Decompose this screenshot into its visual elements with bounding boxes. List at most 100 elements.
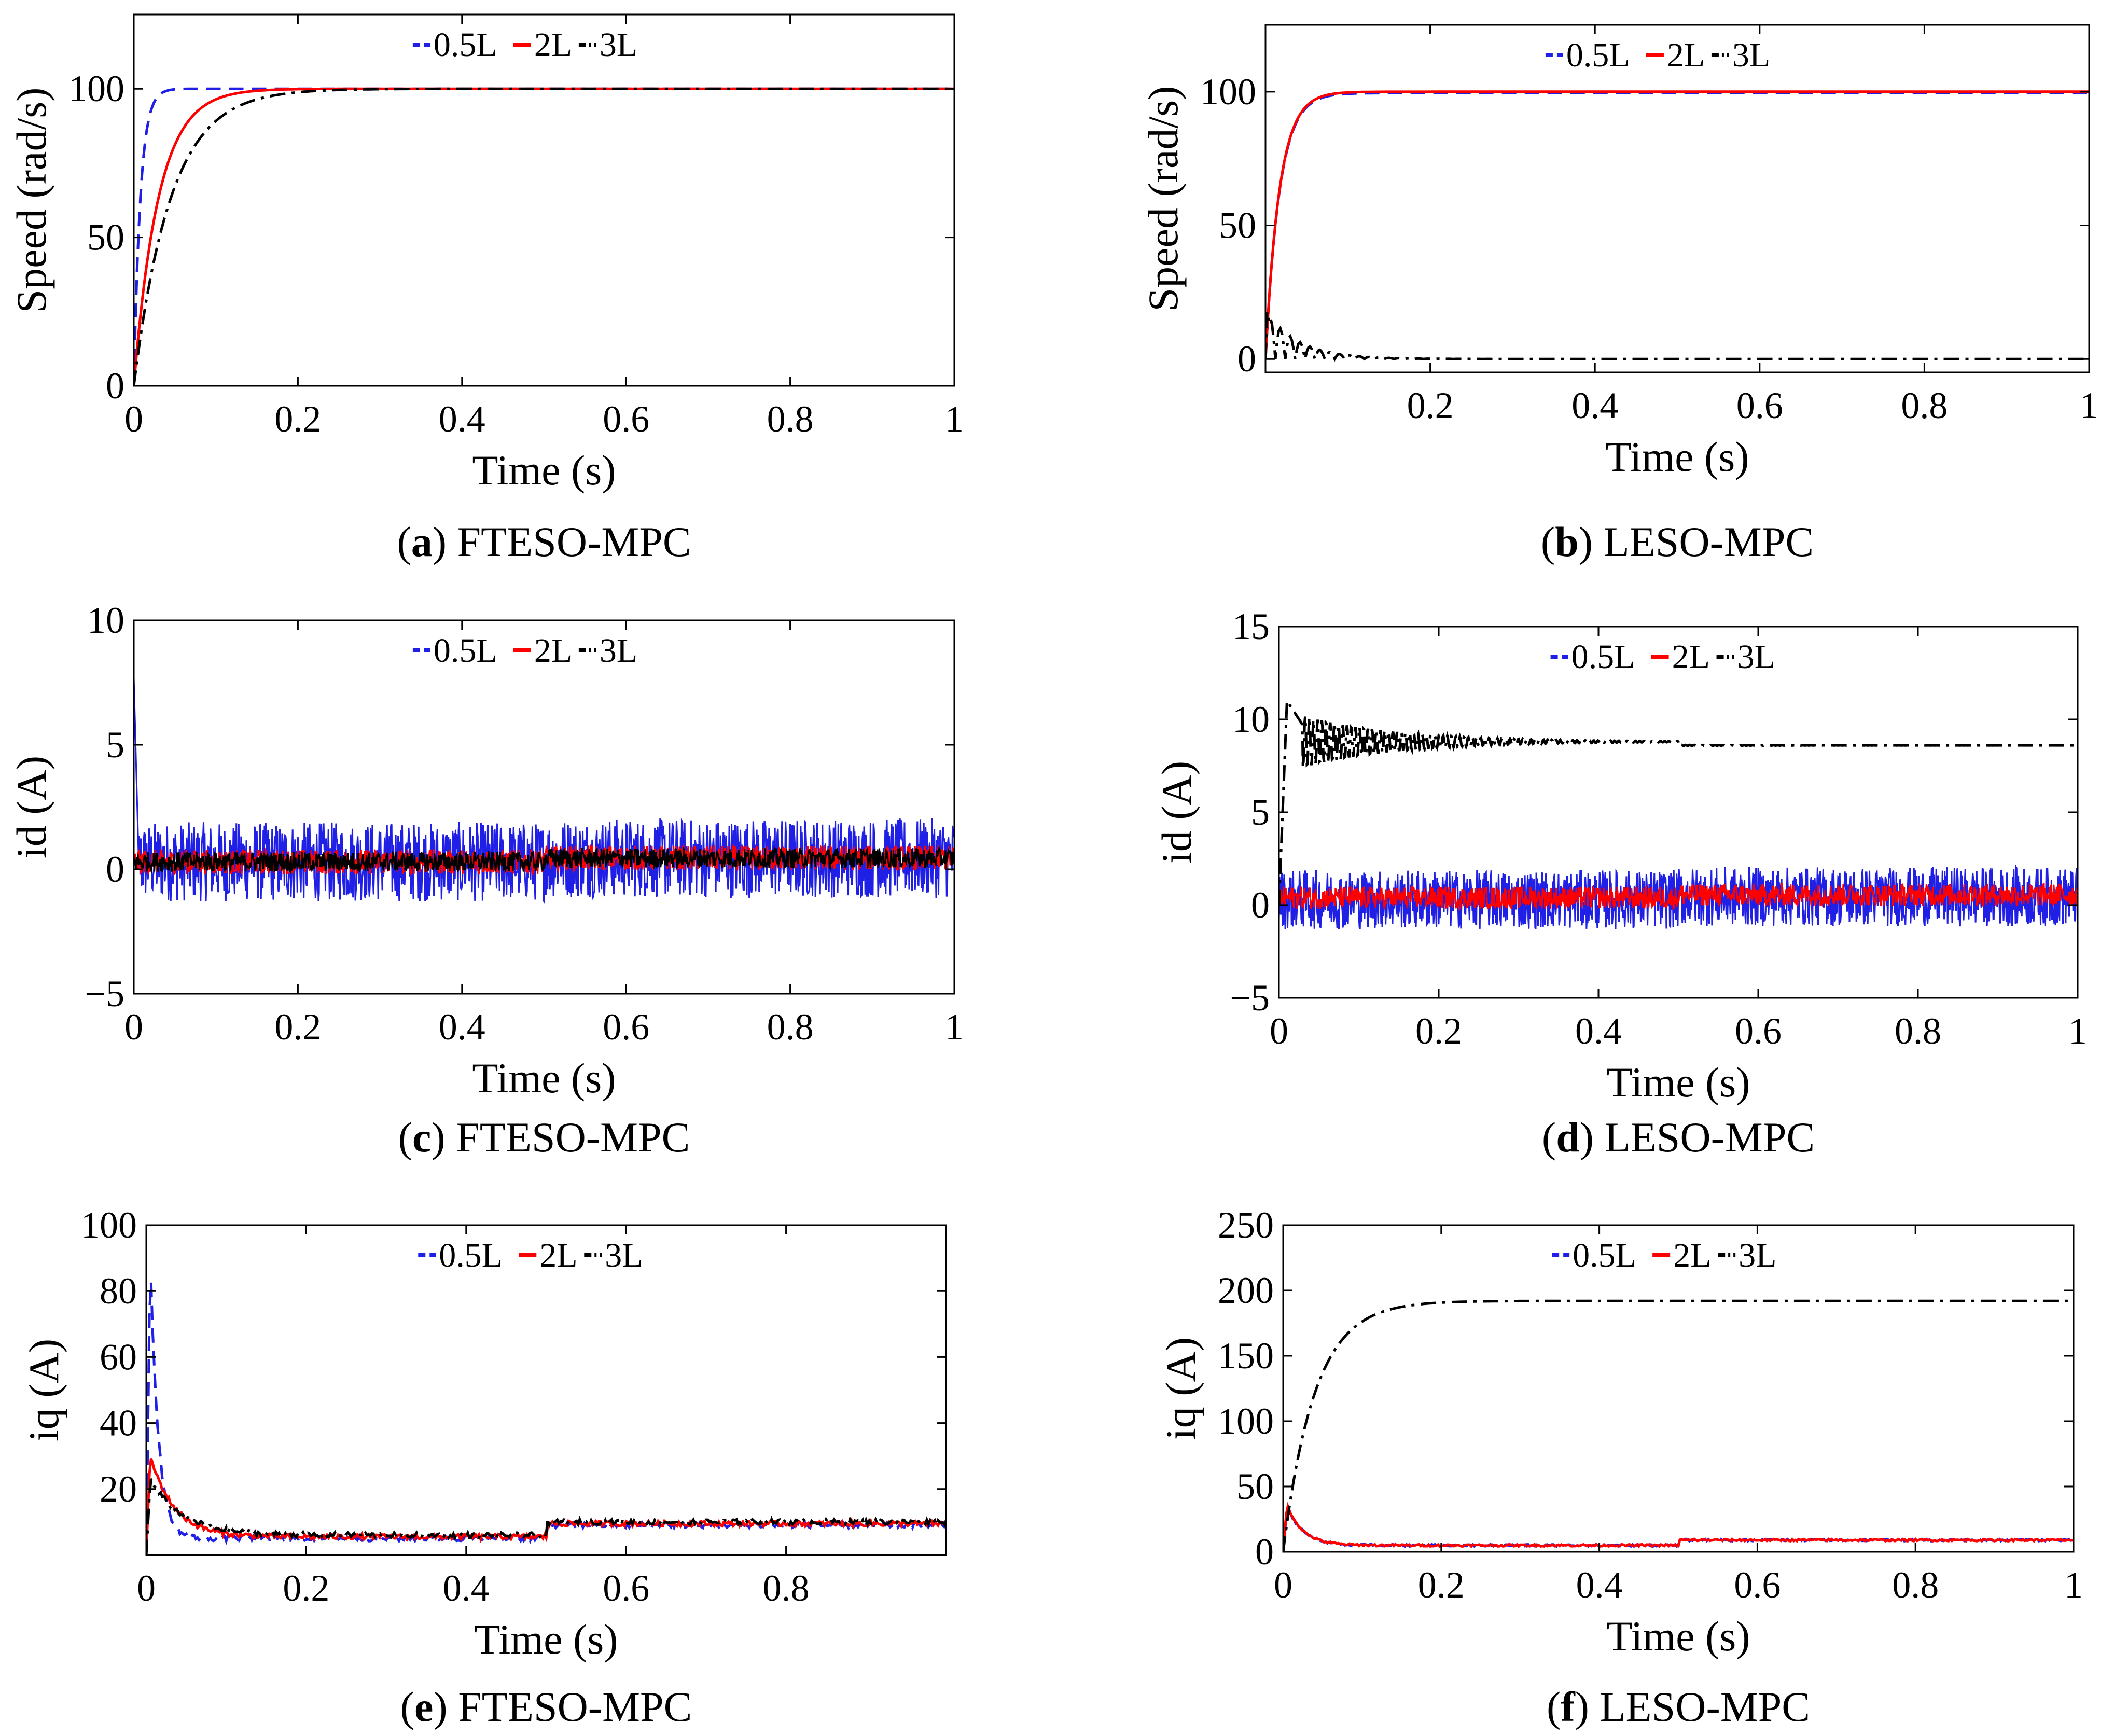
caption-text-f: LESO-MPC: [1600, 1683, 1810, 1730]
ytick-label-d-1: 0: [1251, 884, 1270, 926]
ytick-label-c-3: 10: [87, 600, 124, 641]
caption-a: (a) FTESO-MPC: [397, 518, 691, 565]
ytick-label-f-5: 250: [1218, 1204, 1274, 1246]
ytick-label-f-2: 100: [1218, 1400, 1274, 1442]
xtick-label-f-0: 0: [1274, 1564, 1292, 1606]
ytick-label-a-1: 50: [87, 217, 124, 258]
caption-letter-c: c: [412, 1114, 431, 1161]
xtick-label-d-1: 0.2: [1415, 1010, 1462, 1052]
legend-c: 0.5L 2L 3L: [412, 632, 637, 670]
series-a-3L: [134, 87, 954, 386]
caption-text-c: FTESO-MPC: [456, 1114, 690, 1161]
series-c-0.5L: [134, 677, 954, 904]
ytick-label-d-3: 10: [1232, 699, 1270, 740]
xtick-label-f-4: 0.8: [1892, 1564, 1939, 1606]
legend-label-a-2L: 2L: [534, 26, 572, 64]
ytick-label-f-0: 0: [1255, 1531, 1274, 1573]
xtick-label-f-3: 0.6: [1734, 1564, 1781, 1606]
ytick-label-d-4: 15: [1232, 606, 1270, 647]
xtick-label-c-1: 0.2: [274, 1006, 321, 1048]
series-d-2L: [1279, 882, 2078, 911]
axes-box-a: [133, 13, 955, 387]
legend-label-a-0.5L: 0.5L: [434, 26, 497, 64]
xtick-label-d-4: 0.8: [1895, 1010, 1941, 1052]
legend-label-e-2L: 2L: [539, 1237, 577, 1274]
legend-label-d-2L: 2L: [1672, 638, 1710, 676]
xtick-label-b-0: 0.2: [1407, 385, 1454, 426]
ytick-label-b-2: 100: [1200, 71, 1256, 113]
xtick-label-e-0: 0: [137, 1567, 156, 1609]
series-e-2L: [146, 1457, 946, 1554]
xlabel-d: Time (s): [1606, 1059, 1750, 1106]
ytick-label-d-2: 5: [1251, 791, 1270, 833]
caption-letter-d: d: [1556, 1114, 1580, 1161]
ytick-label-c-0: −5: [85, 973, 124, 1015]
xtick-label-a-5: 1: [945, 398, 964, 440]
ytick-label-f-1: 50: [1236, 1466, 1274, 1507]
xtick-label-b-3: 0.8: [1901, 385, 1948, 426]
series-e-0.5L: [146, 1282, 946, 1555]
xtick-label-f-1: 0.2: [1418, 1564, 1465, 1606]
ytick-label-c-1: 0: [106, 849, 124, 890]
ylabel-a: Speed (rad/s): [8, 88, 55, 313]
xtick-label-b-1: 0.4: [1571, 385, 1618, 426]
caption-letter-f: f: [1561, 1683, 1576, 1730]
xtick-label-a-1: 0.2: [274, 398, 321, 440]
xlabel-e: Time (s): [474, 1616, 618, 1663]
xtick-label-f-2: 0.4: [1576, 1564, 1623, 1606]
chart-a: 0 0.2 0.4 0.6 0.8 1 0 50 100 Time (s) Speed (rad/s…: [8, 13, 964, 565]
caption-letter-b: b: [1555, 518, 1579, 565]
caption-e: (e) FTESO-MPC: [400, 1683, 692, 1730]
legend-label-d-0.5L: 0.5L: [1571, 638, 1635, 676]
ylabel-f: iq (A): [1157, 1337, 1204, 1440]
caption-text-d: LESO-MPC: [1605, 1114, 1815, 1161]
caption-c: (c) FTESO-MPC: [398, 1114, 690, 1161]
ytick-label-f-3: 150: [1218, 1335, 1274, 1377]
ylabel-d: id (A): [1153, 761, 1200, 864]
legend-e: 0.5L 2L 3L: [418, 1237, 643, 1274]
series-f-2L: [1283, 1502, 2074, 1552]
xlabel-c: Time (s): [472, 1054, 616, 1102]
ylabel-e: iq (A): [20, 1339, 67, 1441]
series-b-0.5L: [1265, 91, 2089, 359]
legend-label-c-3L: 3L: [600, 632, 637, 670]
legend-label-c-2L: 2L: [534, 632, 572, 670]
xtick-label-b-2: 0.6: [1736, 385, 1783, 426]
ytick-label-e-3: 80: [100, 1270, 137, 1312]
legend-label-f-3L: 3L: [1739, 1237, 1776, 1274]
caption-letter-a: a: [411, 518, 433, 565]
series-e-3L: [146, 1478, 946, 1555]
caption-text-b: LESO-MPC: [1604, 518, 1814, 565]
legend-label-e-3L: 3L: [605, 1237, 643, 1274]
ytick-label-e-1: 40: [100, 1402, 137, 1444]
series-a-0.5L: [134, 87, 954, 386]
series-a-2L: [134, 87, 954, 386]
xtick-label-c-2: 0.4: [439, 1006, 485, 1048]
xtick-label-e-3: 0.6: [603, 1567, 649, 1609]
legend-a: 0.5L 2L 3L: [412, 26, 637, 64]
xtick-label-d-2: 0.4: [1575, 1010, 1622, 1052]
ytick-label-a-2: 100: [68, 68, 124, 109]
series-c-3L: [134, 845, 954, 874]
caption-f: (f) LESO-MPC: [1547, 1683, 1810, 1730]
axes-box-f: [1282, 1224, 2075, 1553]
xtick-label-e-4: 0.8: [763, 1567, 810, 1609]
ytick-label-a-0: 0: [106, 365, 124, 407]
xtick-label-d-0: 0: [1270, 1010, 1288, 1052]
caption-b: (b) LESO-MPC: [1541, 518, 1814, 565]
legend-b: 0.5L 2L 3L: [1545, 36, 1770, 74]
legend-label-e-0.5L: 0.5L: [439, 1237, 503, 1274]
series-b-2L: [1265, 90, 2089, 359]
xtick-label-c-5: 1: [945, 1006, 964, 1048]
ytick-label-f-4: 200: [1218, 1270, 1274, 1311]
ytick-label-b-0: 0: [1237, 338, 1256, 380]
xlabel-a: Time (s): [472, 447, 616, 494]
chart-e: 0 0.2 0.4 0.6 0.8 20 40 60 80 100 Time (s) iq (A) 0.…: [20, 1204, 947, 1730]
xtick-label-a-2: 0.4: [439, 398, 485, 440]
ylabel-c: id (A): [8, 756, 55, 858]
xtick-label-c-4: 0.8: [767, 1006, 814, 1048]
xlabel-b: Time (s): [1605, 433, 1749, 480]
caption-text-e: FTESO-MPC: [458, 1683, 692, 1730]
